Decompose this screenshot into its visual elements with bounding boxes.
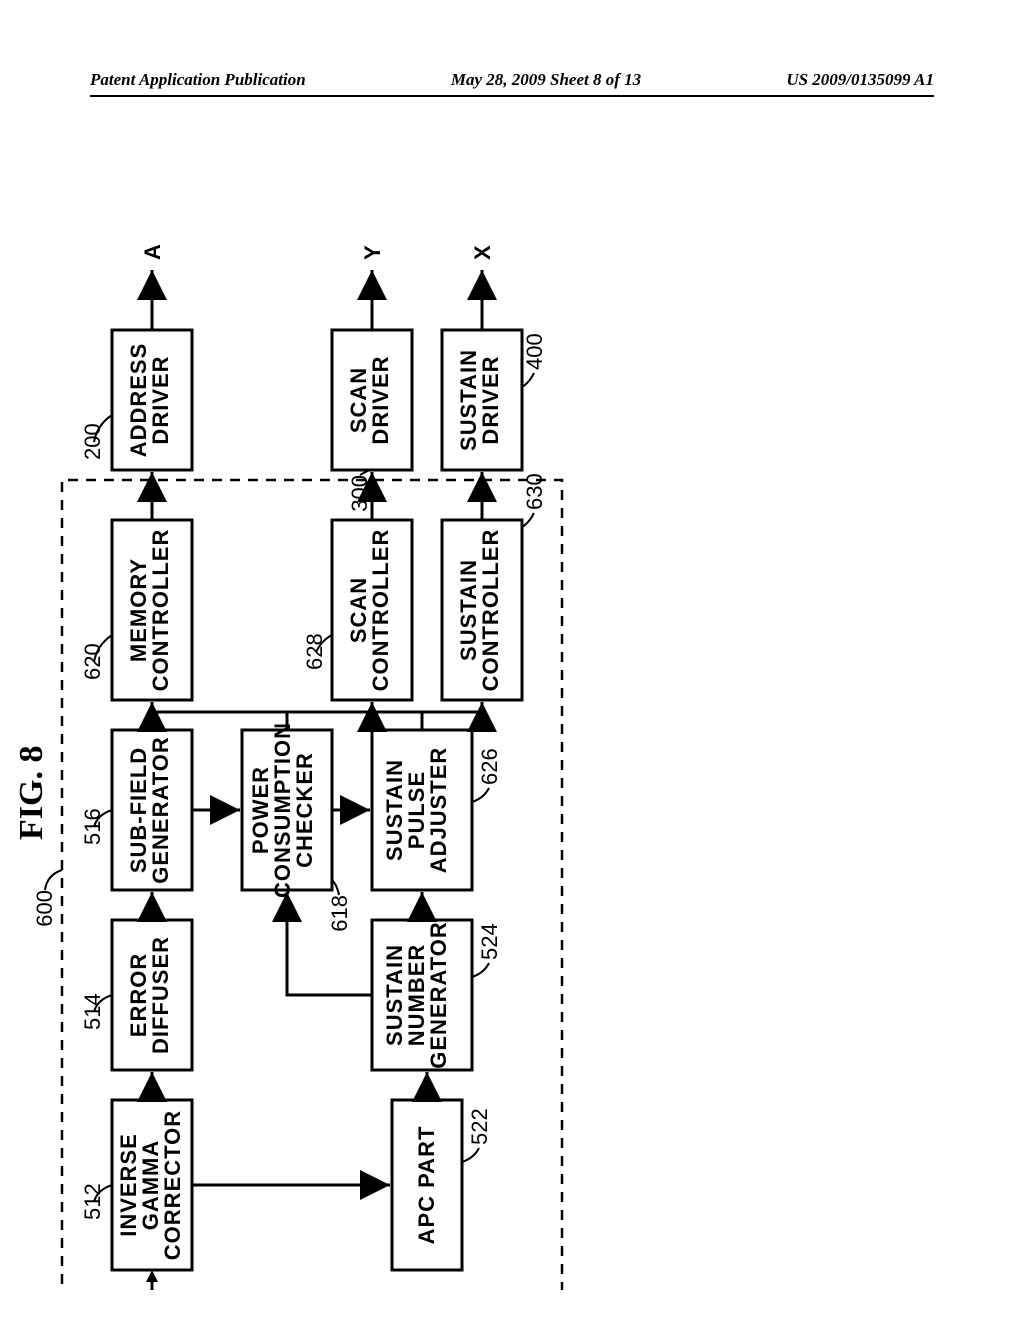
sustain-pulse-adjuster: SUSTAINPULSEADJUSTER 626 xyxy=(372,730,502,890)
ref-600: 600 xyxy=(32,890,57,927)
subfield-generator: SUB-FIELDGENERATOR 516 xyxy=(80,730,192,890)
ref-628: 628 xyxy=(302,633,327,670)
output-y: Y xyxy=(360,244,385,330)
apc-part: APC PART 522 xyxy=(392,1100,492,1270)
svg-text:ERRORDIFFUSER: ERRORDIFFUSER xyxy=(126,936,173,1054)
figure-title: FIG. 8 xyxy=(13,746,50,840)
address-driver: ADDRESSDRIVER 200 xyxy=(80,330,192,470)
error-diffuser: ERRORDIFFUSER 514 xyxy=(80,920,192,1070)
figure-svg: FIG. 8 600 IMAGESIGNAL INVERSEGAMMACORRE… xyxy=(0,170,1024,1290)
ref-514: 514 xyxy=(80,993,105,1030)
svg-text:ADDRESSDRIVER: ADDRESSDRIVER xyxy=(126,343,173,458)
sustain-driver: SUSTAINDRIVER 400 xyxy=(442,330,547,470)
ref-630: 630 xyxy=(522,473,547,510)
ref-300: 300 xyxy=(347,475,372,512)
output-x: X xyxy=(470,244,495,330)
image-signal-input: IMAGESIGNAL xyxy=(146,1270,216,1290)
ref-626: 626 xyxy=(477,748,502,785)
svg-text:SCANDRIVER: SCANDRIVER xyxy=(346,355,393,444)
ref-524: 524 xyxy=(477,923,502,960)
header-center: May 28, 2009 Sheet 8 of 13 xyxy=(451,70,641,90)
sustain-number-generator: SUSTAINNUMBERGENERATOR 524 xyxy=(372,920,502,1070)
header-right: US 2009/0135099 A1 xyxy=(786,70,934,90)
figure-8: FIG. 8 600 IMAGESIGNAL INVERSEGAMMACORRE… xyxy=(0,170,1024,1170)
ref-516: 516 xyxy=(80,808,105,845)
page: Patent Application Publication May 28, 2… xyxy=(0,0,1024,1320)
svg-text:APC PART: APC PART xyxy=(414,1126,439,1245)
memory-controller: MEMORYCONTROLLER 620 xyxy=(80,520,192,700)
svg-text:Y: Y xyxy=(360,244,385,260)
output-a: A xyxy=(140,243,165,330)
ref-400: 400 xyxy=(522,333,547,370)
ref-522: 522 xyxy=(467,1108,492,1145)
inverse-gamma-corrector: INVERSEGAMMACORRECTOR 512 xyxy=(80,1100,192,1270)
svg-text:SUSTAINDRIVER: SUSTAINDRIVER xyxy=(456,349,503,451)
header-left: Patent Application Publication xyxy=(90,70,306,90)
ref-620: 620 xyxy=(80,643,105,680)
ref-618: 618 xyxy=(327,895,352,932)
ref-512: 512 xyxy=(80,1183,105,1220)
power-consumption-checker: POWERCONSUMPTIONCHECKER 618 xyxy=(242,722,352,932)
svg-text:A: A xyxy=(140,243,165,260)
sustain-controller: SUSTAINCONTROLLER 630 xyxy=(442,473,547,700)
ref-200: 200 xyxy=(80,423,105,460)
svg-text:X: X xyxy=(470,244,495,260)
header-rule xyxy=(90,95,934,97)
page-header: Patent Application Publication May 28, 2… xyxy=(0,70,1024,90)
svg-text:SUB-FIELDGENERATOR: SUB-FIELDGENERATOR xyxy=(126,736,173,884)
scan-controller: SCANCONTROLLER 628 xyxy=(302,520,412,700)
ref-600-leader xyxy=(45,870,62,890)
